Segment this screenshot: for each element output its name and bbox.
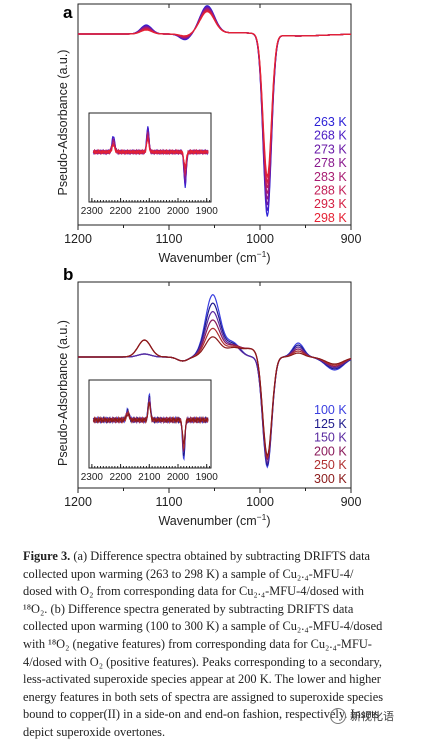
x-axis-label: Wavenumber (cm−1) bbox=[158, 249, 270, 265]
inset-x-tick-label: 2100 bbox=[138, 206, 161, 217]
x-tick-label: 900 bbox=[341, 495, 362, 509]
x-tick-label: 1000 bbox=[246, 495, 274, 509]
panel-label: a bbox=[63, 3, 73, 22]
inset-x-tick-label: 2100 bbox=[138, 472, 161, 483]
legend-entry: 278 K bbox=[314, 156, 347, 170]
inset-x-tick-label: 2200 bbox=[109, 472, 132, 483]
watermark: 新视化语 bbox=[330, 708, 394, 724]
inset-x-tick-label: 2300 bbox=[81, 472, 104, 483]
caption-lead: Figure 3. bbox=[23, 549, 71, 563]
x-axis-label: Wavenumber (cm−1) bbox=[158, 512, 270, 528]
x-tick-label: 1100 bbox=[156, 232, 183, 246]
x-tick-label: 1100 bbox=[156, 495, 183, 509]
legend-entry: 263 K bbox=[314, 115, 347, 129]
series-line-298-K bbox=[78, 11, 351, 179]
y-axis-label: Pseudo-Adsorbance (a.u.) bbox=[56, 50, 70, 196]
legend-entry: 288 K bbox=[314, 184, 347, 198]
legend-entry: 100 K bbox=[314, 403, 347, 417]
inset-x-tick-label: 2000 bbox=[167, 472, 190, 483]
legend-entry: 298 K bbox=[314, 211, 347, 225]
legend-entry: 283 K bbox=[314, 170, 347, 184]
chart-b: b 1200 1100 1000 900 Wavenumber (cm−1) Pseudo-… bbox=[56, 265, 362, 528]
x-tick-label: 1200 bbox=[64, 495, 92, 509]
wechat-icon bbox=[330, 708, 346, 724]
series-line-300-K bbox=[78, 336, 352, 457]
x-tick-label: 1000 bbox=[246, 232, 274, 246]
legend-entry: 125 K bbox=[314, 417, 347, 431]
inset-x-tick-label: 1900 bbox=[196, 472, 219, 483]
legend-entry: 273 K bbox=[314, 142, 347, 156]
figure-caption: Figure 3. (a) Difference spectra obtaine… bbox=[23, 548, 383, 742]
legend-entry: 150 K bbox=[314, 431, 347, 445]
inset-x-tick-label: 1900 bbox=[196, 206, 219, 217]
inset-series-line bbox=[92, 139, 209, 168]
inset-x-tick-label: 2200 bbox=[109, 206, 132, 217]
x-tick-label: 900 bbox=[341, 232, 362, 246]
chart-a: a 1200 1100 1000 900 Wavenumber (cm−1) Pseudo-… bbox=[56, 3, 362, 265]
legend-entry: 200 K bbox=[314, 444, 347, 458]
panel-a: a 1200 1100 1000 900 Wavenumber (cm−1) Pseudo-… bbox=[0, 0, 425, 272]
inset-frame bbox=[88, 112, 212, 203]
panel-label: b bbox=[63, 265, 73, 284]
caption-text: (a) Difference spectra obtained by subtr… bbox=[23, 549, 384, 739]
legend-entry: 250 K bbox=[314, 458, 347, 472]
x-tick-label: 1200 bbox=[64, 232, 92, 246]
legend-entry: 268 K bbox=[314, 129, 347, 143]
legend-entry: 300 K bbox=[314, 472, 347, 486]
y-axis-label: Pseudo-Adsorbance (a.u.) bbox=[56, 320, 70, 466]
inset-series-line bbox=[92, 401, 209, 445]
inset-x-tick-label: 2300 bbox=[81, 206, 104, 217]
panel-b: b 1200 1100 1000 900 Wavenumber (cm−1) Pseudo-… bbox=[0, 262, 425, 538]
legend-entry: 293 K bbox=[314, 197, 347, 211]
inset-x-tick-label: 2000 bbox=[167, 206, 190, 217]
watermark-text: 新视化语 bbox=[350, 710, 394, 723]
